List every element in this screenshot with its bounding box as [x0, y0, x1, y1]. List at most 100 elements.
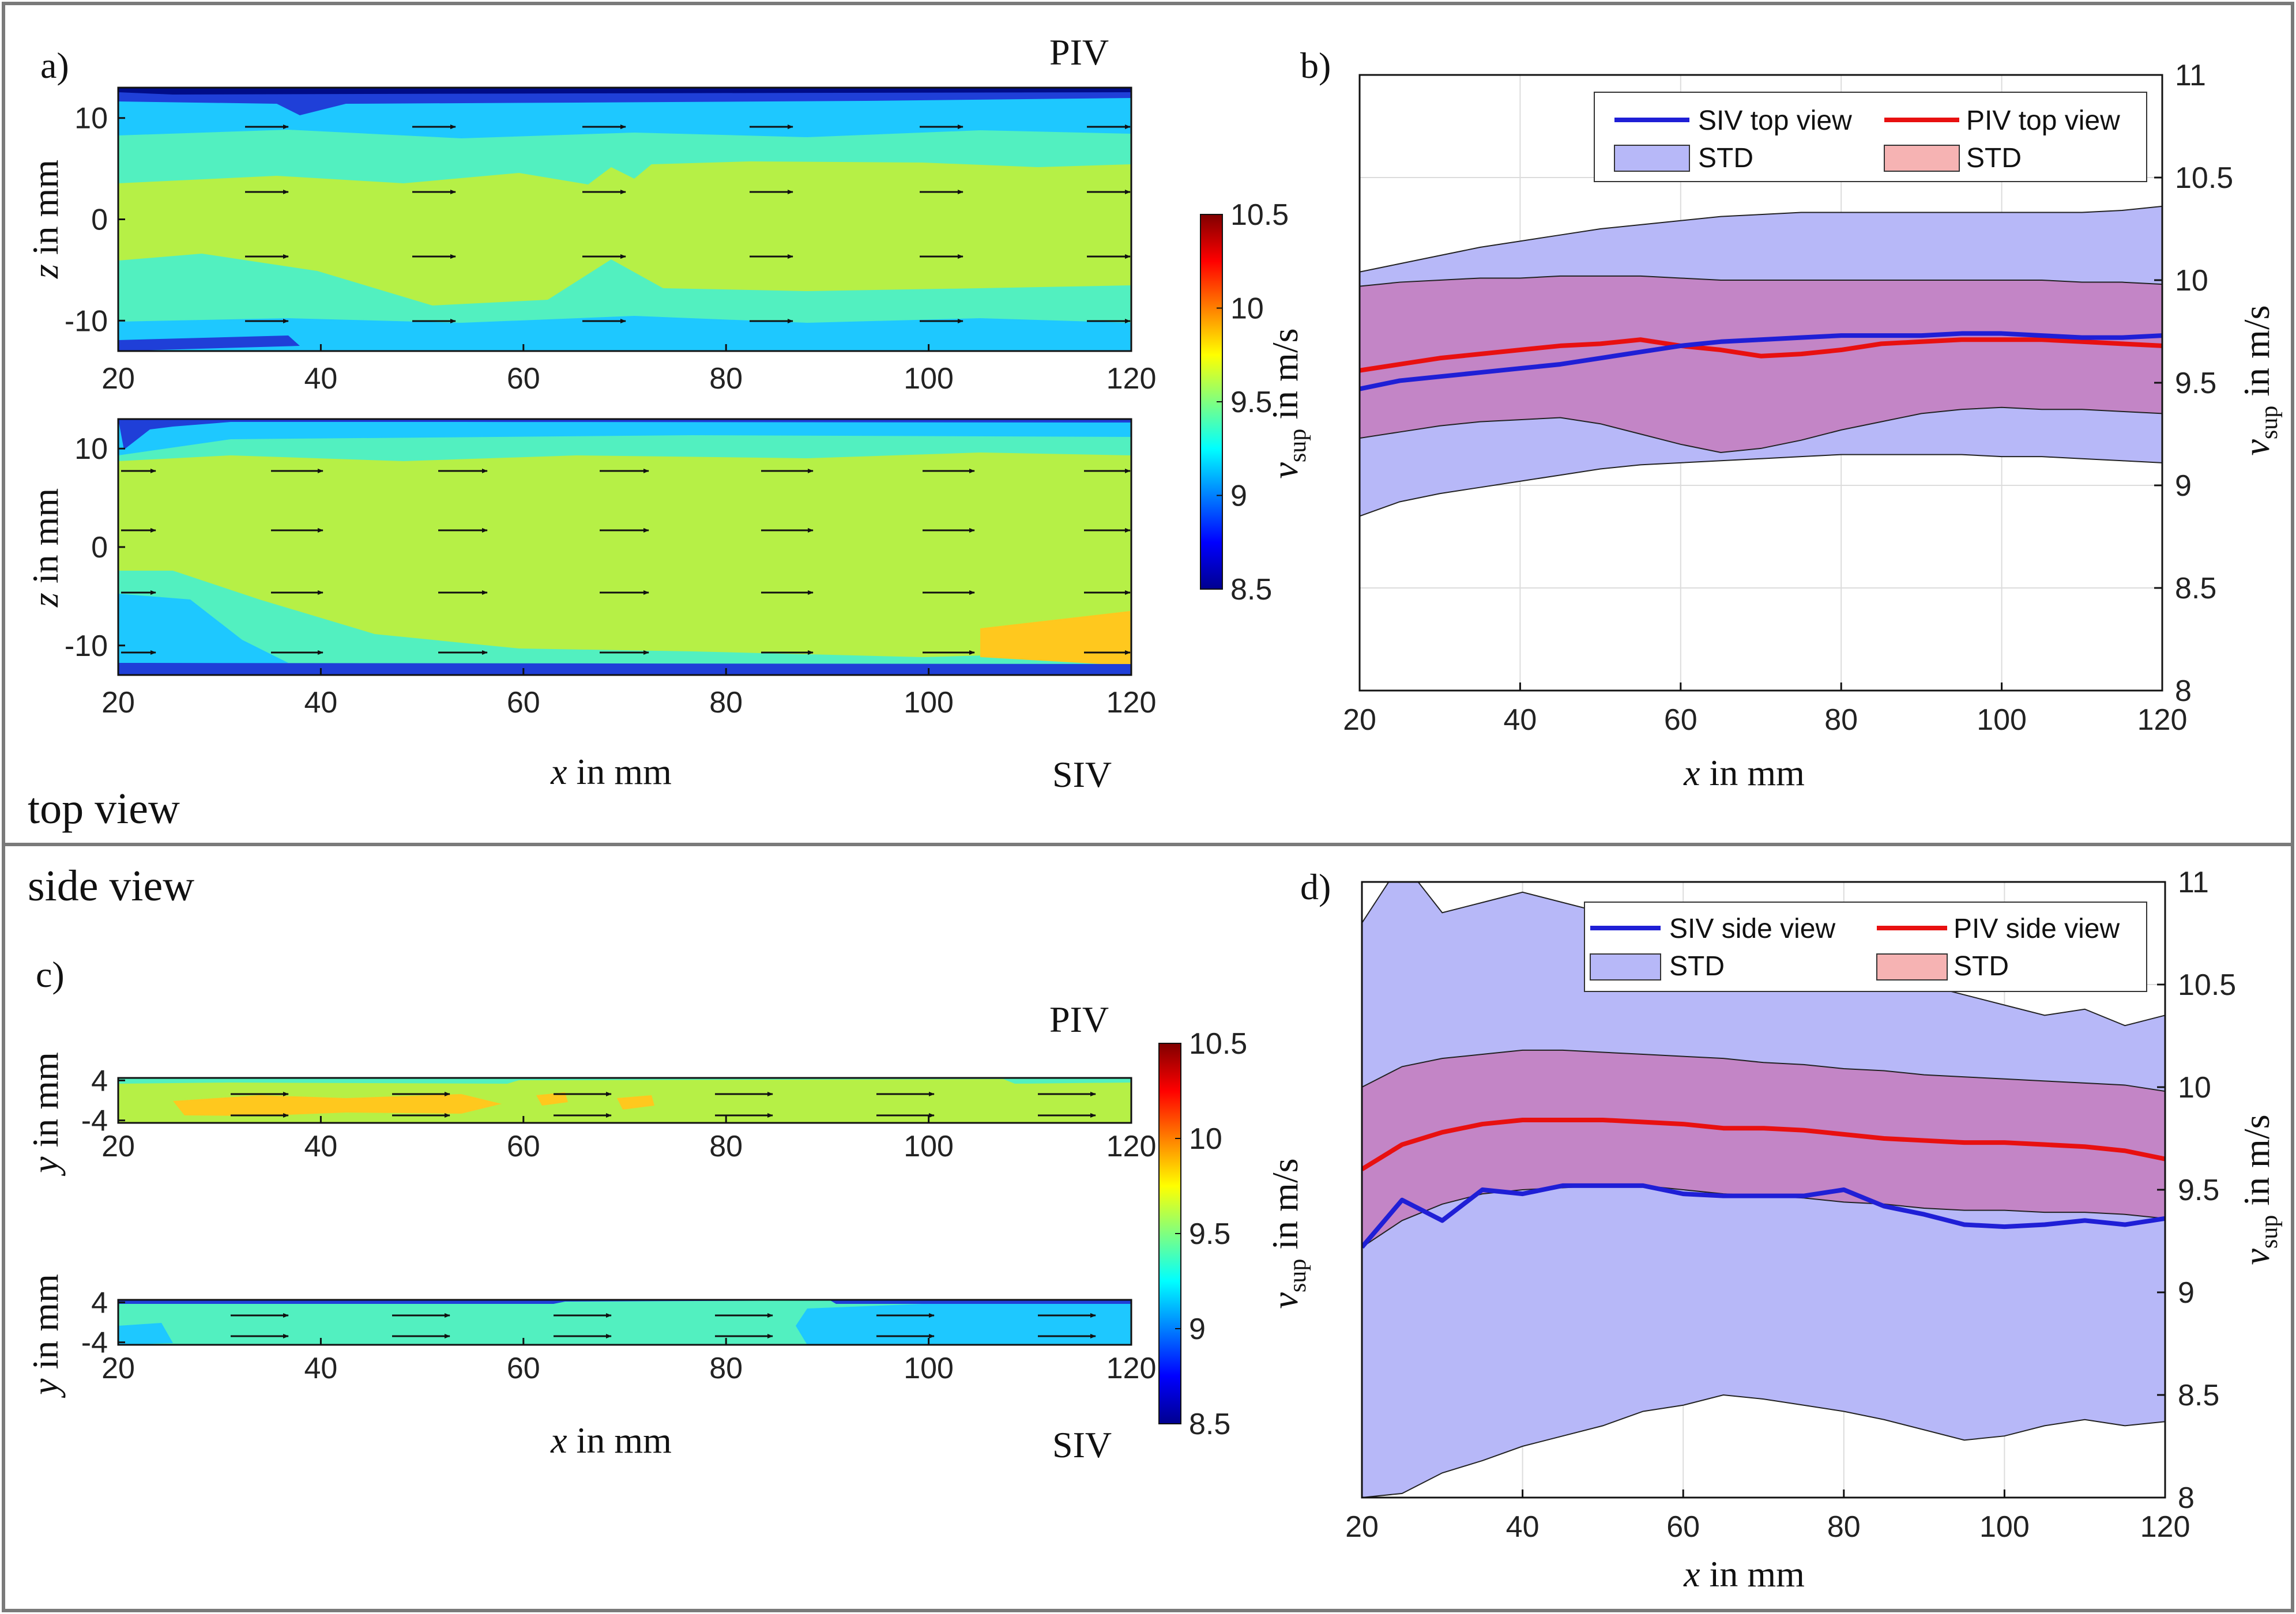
side-view-label: side view	[28, 862, 194, 910]
panel-c-siv-arrows	[231, 1313, 1096, 1338]
panel-c-ytick-label: -4	[81, 1326, 108, 1360]
panel-d-ytick-label: 8.5	[2178, 1379, 2219, 1412]
contour-level-9-6	[118, 161, 1131, 306]
contour-level-9-6-siv	[118, 452, 1131, 657]
panel-a-cbar-tick-label: 8.5	[1230, 573, 1272, 606]
legend-piv-std-swatch	[1884, 145, 1960, 172]
ylabel-unit: in mm	[25, 160, 66, 264]
panel-b-ytick-label: 8.5	[2175, 572, 2216, 605]
cbar-var: v	[1264, 462, 1305, 479]
panel-d-ytick-label: 10.5	[2178, 968, 2236, 1002]
panel-a-siv-arrows	[121, 469, 1131, 655]
panel-c-ytick-label: -4	[81, 1104, 108, 1138]
panel-c-ytick-label: 4	[91, 1064, 108, 1098]
ylabel-unit: in mm	[25, 488, 66, 593]
ylabel-var: v	[2236, 1249, 2277, 1265]
panel-a-xtick-label: 100	[904, 686, 954, 719]
cbar-sub: sup	[1285, 429, 1311, 462]
panel-c-xtick-label: 20	[101, 1352, 135, 1385]
panel-a-siv-label: SIV	[1052, 754, 1112, 795]
panel-b-series-group	[1360, 205, 2162, 517]
panel-c-cbar-tick-label: 10.5	[1189, 1027, 1247, 1061]
xlabel-unit: in mm	[567, 751, 672, 792]
contour-level-8-9-siv-bottom	[118, 663, 1131, 675]
contour-level-9-3-siv-top	[118, 419, 1131, 455]
contour-level-9-3-c	[118, 1078, 1131, 1084]
panel-a-ytick-label: 0	[91, 531, 108, 564]
panel-b-ytick-label: 11	[2175, 59, 2206, 92]
panel-d-letter: d)	[1300, 866, 1331, 907]
panel-d-ytick-label: 11	[2178, 866, 2209, 899]
panel-c-xtick-label: 40	[304, 1130, 337, 1163]
panel-c-xtick-label: 20	[101, 1130, 135, 1163]
ylabel-var: z	[25, 264, 66, 279]
panel-c-colorbar-ticks: 10.5 10 9.5 9 8.5	[1175, 1027, 1247, 1441]
panel-c-xlabel: x in mm	[550, 1420, 672, 1461]
contour-level-9-9-c2	[617, 1095, 654, 1110]
panel-b-xtick-label: 120	[2137, 703, 2188, 737]
panel-a-xtick-label: 120	[1106, 362, 1157, 395]
panel-d-legend: SIV side view PIV side view STD STD	[1584, 902, 2147, 992]
legend-piv-std-label: STD	[1954, 951, 2009, 982]
ylabel-unit: in m/s	[2236, 305, 2277, 405]
panel-c-cbar-tick-label: 10	[1189, 1122, 1222, 1156]
panel-d: d) 20 40 60 80 100 120 11 10.5 10 9.5 9 8.5 8 x in m…	[1300, 866, 2283, 1594]
panel-a-siv-ylabel: z in mm	[25, 488, 66, 608]
panel-a-xtick-label: 20	[101, 686, 135, 719]
panel-d-ylabel: vsup in m/s	[2236, 1114, 2283, 1265]
panel-a-piv-arrows	[245, 125, 1131, 323]
panel-a-colorbar-label: vsup in m/s	[1264, 328, 1311, 478]
panel-d-xtick-label: 60	[1666, 1510, 1700, 1544]
panel-c-xtick-label: 40	[304, 1352, 337, 1385]
panel-a-siv-contour	[118, 419, 1131, 675]
legend-piv-label: PIV side view	[1954, 914, 2120, 944]
panel-c-xtick-label: 100	[904, 1352, 954, 1385]
panel-c-colorbar-label: vsup in m/s	[1264, 1158, 1311, 1308]
panel-d-xtick-label: 100	[1979, 1510, 2030, 1544]
legend-siv-std-swatch	[1590, 953, 1661, 981]
contour-level-8-6	[118, 88, 1131, 95]
panel-a-ytick-label: 10	[74, 102, 108, 135]
panel-a-xtick-label: 60	[507, 686, 540, 719]
panel-d-piv-mean-line	[1362, 1117, 2165, 1171]
panel-d-ytick-label: 9.5	[2178, 1174, 2219, 1207]
panel-c-ytick-label: 4	[91, 1286, 108, 1319]
panel-a-ytick-label: 10	[74, 432, 108, 466]
panel-a-cbar-tick-label: 9	[1230, 480, 1247, 513]
panel-a-piv-label: PIV	[1049, 32, 1109, 73]
contour-level-8-9-c-siv	[118, 1300, 1131, 1304]
ylabel-sub: sup	[2256, 406, 2283, 439]
panel-c-xtick-label: 120	[1106, 1130, 1157, 1163]
panel-c-xtick-label: 60	[507, 1352, 540, 1385]
ylabel-var: y	[25, 1156, 66, 1176]
cbar-sub: sup	[1285, 1259, 1311, 1292]
contour-level-8-9	[118, 88, 1131, 115]
legend-box	[1584, 902, 2147, 992]
legend-piv-std-swatch	[1876, 953, 1948, 981]
panel-d-ytick-label: 9	[2178, 1276, 2195, 1310]
panel-a-xtick-label: 100	[904, 362, 954, 395]
ylabel-sub: sup	[2256, 1215, 2283, 1249]
panel-d-siv-mean-line	[1362, 1183, 2165, 1249]
panel-a-xtick-label: 40	[304, 686, 337, 719]
panel-a-ytick-label: -10	[65, 304, 108, 338]
panel-a-piv-ylabel: z in mm	[25, 160, 66, 279]
panel-b-ticks: 20 40 60 80 100 120 11 10.5 10 9.5 9 8.5 8	[1343, 59, 2233, 737]
panel-b-piv-mean-line	[1360, 337, 2162, 373]
ylabel-unit: in mm	[25, 1274, 66, 1378]
panel-a: a) PIV SIV	[25, 32, 1311, 795]
ylabel-unit: in m/s	[2236, 1114, 2277, 1215]
panel-a-cbar-tick-label: 9.5	[1230, 386, 1272, 419]
panel-b-ylabel: vsup in m/s	[2236, 305, 2283, 455]
panel-b-xtick-label: 20	[1343, 703, 1376, 737]
panel-b-ytick-label: 10.5	[2175, 161, 2233, 195]
contour-level-8-9-siv	[118, 419, 1131, 450]
cbar-var: v	[1264, 1292, 1305, 1309]
panel-d-ytick-label: 10	[2178, 1071, 2211, 1104]
panel-a-xtick-label: 80	[709, 686, 743, 719]
ylabel-var: v	[2236, 439, 2277, 456]
top-view-label: top view	[28, 785, 180, 833]
